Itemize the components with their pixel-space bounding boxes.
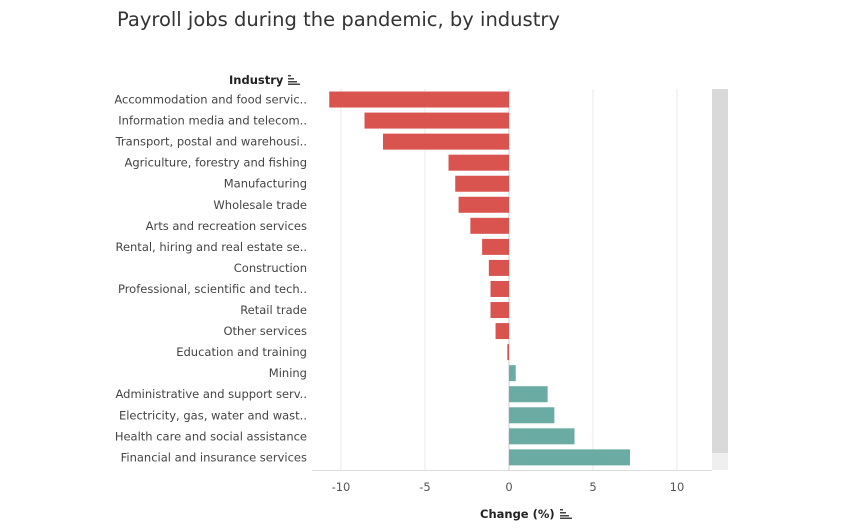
x-axis-header-label: Change (%) — [480, 507, 555, 521]
x-tick-label: -10 — [332, 480, 351, 494]
category-label: Manufacturing — [224, 177, 307, 191]
category-label: Construction — [234, 261, 307, 275]
category-label: Health care and social assistance — [115, 429, 307, 443]
y-axis-header[interactable]: Industry — [229, 73, 301, 87]
category-label: Agriculture, forestry and fishing — [125, 156, 307, 170]
chart-title: Payroll jobs during the pandemic, by ind… — [117, 8, 560, 31]
bar — [490, 280, 509, 297]
category-label: Electricity, gas, water and wast.. — [119, 408, 307, 422]
bar — [482, 238, 509, 255]
category-label: Accommodation and food servic.. — [114, 93, 307, 107]
x-tick-label: 0 — [505, 480, 512, 494]
bar — [509, 428, 575, 445]
bar — [509, 449, 630, 466]
category-label: Financial and insurance services — [121, 450, 307, 464]
bar — [448, 154, 509, 171]
bar — [509, 407, 555, 424]
bar — [470, 217, 509, 234]
bar — [383, 133, 509, 150]
category-label: Information media and telecom.. — [118, 114, 307, 128]
sort-descending-icon[interactable] — [288, 75, 301, 85]
scrollbar-thumb[interactable] — [712, 89, 728, 453]
vertical-scrollbar[interactable] — [712, 89, 728, 470]
y-axis-header-label: Industry — [229, 73, 284, 87]
bar — [329, 91, 509, 108]
category-label: Mining — [269, 366, 307, 380]
bar — [509, 386, 548, 403]
sort-descending-icon[interactable] — [559, 509, 572, 519]
x-tick-label: -5 — [419, 480, 430, 494]
bar — [509, 365, 516, 382]
bar — [507, 344, 509, 361]
category-label: Other services — [224, 324, 308, 338]
x-tick-label: 5 — [589, 480, 596, 494]
category-label: Retail trade — [240, 303, 307, 317]
category-label: Wholesale trade — [213, 198, 307, 212]
category-label: Administrative and support serv.. — [116, 387, 307, 401]
bar — [495, 323, 509, 340]
x-axis-header[interactable]: Change (%) — [480, 507, 572, 521]
category-label: Rental, hiring and real estate se.. — [115, 240, 307, 254]
category-label: Transport, postal and warehousi.. — [115, 135, 307, 149]
x-tick-label: 10 — [670, 480, 685, 494]
bar — [364, 112, 509, 129]
bar — [488, 259, 509, 276]
category-label: Arts and recreation services — [146, 219, 307, 233]
bar — [455, 175, 509, 192]
bar — [458, 196, 509, 213]
category-label: Professional, scientific and tech.. — [118, 282, 307, 296]
bar — [490, 302, 509, 319]
category-label: Education and training — [176, 345, 307, 359]
